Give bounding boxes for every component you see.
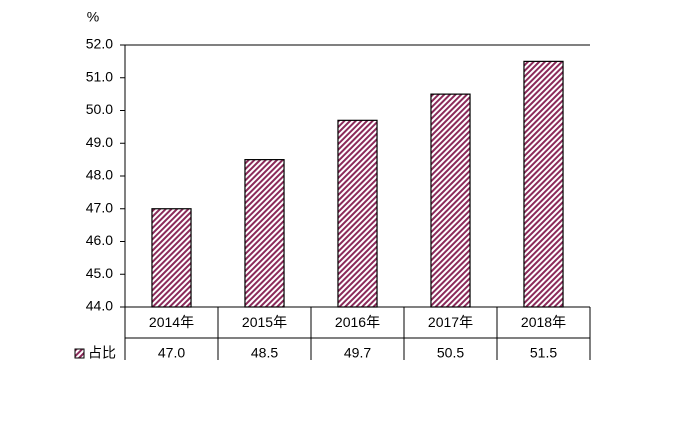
bar bbox=[430, 93, 471, 308]
legend-swatch bbox=[74, 348, 85, 359]
x-tick-label: 2014年 bbox=[149, 314, 194, 330]
y-tick-label: 48.0 bbox=[86, 167, 113, 183]
y-tick-label: 49.0 bbox=[86, 134, 113, 150]
y-tick-label: 50.0 bbox=[86, 101, 113, 117]
y-tick-label: 47.0 bbox=[86, 199, 113, 215]
x-tick-label: 2017年 bbox=[428, 314, 473, 330]
bar bbox=[523, 60, 564, 308]
y-tick-label: 46.0 bbox=[86, 232, 113, 248]
table-value: 50.5 bbox=[437, 345, 464, 361]
table-value: 47.0 bbox=[158, 345, 185, 361]
bar bbox=[244, 159, 285, 308]
x-tick-label: 2016年 bbox=[335, 314, 380, 330]
y-tick-label: 51.0 bbox=[86, 68, 113, 84]
x-tick-label: 2015年 bbox=[242, 314, 287, 330]
y-tick-label: 45.0 bbox=[86, 265, 113, 281]
bar bbox=[337, 119, 378, 308]
x-tick-label: 2018年 bbox=[521, 314, 566, 330]
bar bbox=[151, 208, 192, 308]
y-tick-label: 44.0 bbox=[86, 298, 113, 314]
table-value: 51.5 bbox=[530, 345, 557, 361]
table-value: 49.7 bbox=[344, 345, 371, 361]
legend-label: 占比 bbox=[88, 345, 116, 361]
y-axis-label: % bbox=[87, 9, 99, 25]
table-value: 48.5 bbox=[251, 345, 278, 361]
y-tick-label: 52.0 bbox=[86, 36, 113, 52]
